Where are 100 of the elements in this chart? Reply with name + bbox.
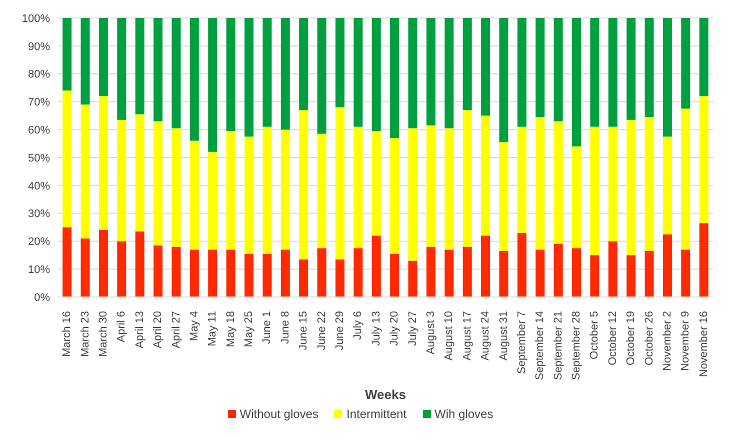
x-tick-label: July 27 xyxy=(406,311,419,346)
x-tick-label: August 31 xyxy=(498,311,510,361)
bar xyxy=(499,250,508,297)
x-tick-label: April 6 xyxy=(116,311,128,342)
y-tick-label: 10% xyxy=(28,264,50,276)
bar xyxy=(354,126,363,248)
y-tick-label: 90% xyxy=(28,40,50,53)
x-tick-label: October 19 xyxy=(625,311,638,366)
x-tick-label: May 4 xyxy=(188,311,200,341)
x-tick-label: May 11 xyxy=(206,311,219,346)
x-tick-label: September 14 xyxy=(534,311,546,380)
bar xyxy=(98,96,108,230)
bar xyxy=(244,254,254,297)
bar xyxy=(481,236,490,297)
x-tick-label: May 18 xyxy=(224,311,237,348)
x-tick-label: April 13 xyxy=(134,311,146,348)
x-tick-label: June 1 xyxy=(261,311,274,344)
bar xyxy=(154,18,163,122)
bar xyxy=(390,138,400,254)
x-tick-label: June 15 xyxy=(298,311,310,350)
x-tick-label: March 23 xyxy=(79,311,92,357)
bar xyxy=(517,126,526,233)
x-tick-label: July 20 xyxy=(388,311,401,346)
bar xyxy=(226,130,236,250)
bar xyxy=(517,232,526,297)
bar xyxy=(317,18,326,134)
bar xyxy=(662,136,672,234)
bar xyxy=(699,223,708,297)
bar xyxy=(462,110,472,247)
bar xyxy=(172,246,181,297)
bar xyxy=(190,140,199,250)
bar xyxy=(444,128,454,250)
bar xyxy=(444,250,454,297)
bar xyxy=(426,125,436,247)
x-tick-label: August 24 xyxy=(480,311,492,361)
bar xyxy=(335,259,344,297)
x-tick-label: November 16 xyxy=(698,311,710,378)
bar xyxy=(280,130,290,250)
bar xyxy=(117,241,126,297)
bar xyxy=(280,18,290,130)
bar xyxy=(608,241,618,297)
bar xyxy=(444,18,454,128)
y-tick-label: 30% xyxy=(28,208,50,220)
bar xyxy=(681,250,690,297)
x-tick-label: September 7 xyxy=(516,311,528,374)
bar xyxy=(554,121,563,244)
legend-label: Intermittent xyxy=(346,407,407,421)
y-tick-label: 40% xyxy=(28,180,50,192)
legend-label: Without gloves xyxy=(240,407,318,421)
x-tick-label: June 22 xyxy=(316,311,328,350)
bar xyxy=(390,18,400,138)
bar xyxy=(135,114,144,232)
bar xyxy=(372,130,381,236)
bar xyxy=(426,18,436,126)
x-tick-label: April 20 xyxy=(152,311,164,348)
bar xyxy=(172,128,181,247)
bar xyxy=(481,18,490,116)
bar xyxy=(626,255,636,297)
x-tick-label: August 3 xyxy=(424,311,437,354)
y-tick-label: 0% xyxy=(34,292,50,304)
x-tick-label: July 13 xyxy=(370,311,382,346)
y-tick-label: 100% xyxy=(22,12,50,25)
x-tick-label: October 26 xyxy=(643,311,656,366)
y-tick-label: 60% xyxy=(28,124,50,137)
x-tick-label: September 28 xyxy=(570,311,583,380)
bar xyxy=(317,248,326,297)
bar xyxy=(554,18,563,122)
bar xyxy=(372,18,381,131)
bar xyxy=(662,18,672,137)
bar xyxy=(644,117,654,251)
bar xyxy=(536,18,545,118)
bar xyxy=(190,250,199,297)
bar xyxy=(517,18,526,127)
bar xyxy=(335,18,344,108)
bar xyxy=(299,18,308,110)
bar xyxy=(644,250,654,297)
bar xyxy=(208,152,218,250)
bar xyxy=(208,18,218,152)
bar xyxy=(681,108,690,250)
x-tick-label: July 6 xyxy=(352,311,364,340)
bar xyxy=(335,107,344,260)
bar xyxy=(426,246,436,297)
x-tick-label: November 9 xyxy=(680,311,692,371)
bar xyxy=(590,255,600,297)
x-tick-label: October 5 xyxy=(588,311,601,360)
bar xyxy=(699,96,708,224)
x-tick-label: June 8 xyxy=(279,311,292,344)
bar xyxy=(299,110,308,260)
bar xyxy=(62,18,72,91)
x-tick-label: May 25 xyxy=(243,311,256,348)
x-tick-label: November 2 xyxy=(662,311,674,371)
bar xyxy=(262,126,272,254)
bar xyxy=(372,236,381,297)
bar xyxy=(590,18,600,127)
bar xyxy=(626,120,636,256)
bar xyxy=(681,18,690,109)
bar xyxy=(172,18,181,128)
bar xyxy=(572,146,581,248)
bar xyxy=(590,126,600,256)
x-tick-label: October 12 xyxy=(606,311,619,366)
